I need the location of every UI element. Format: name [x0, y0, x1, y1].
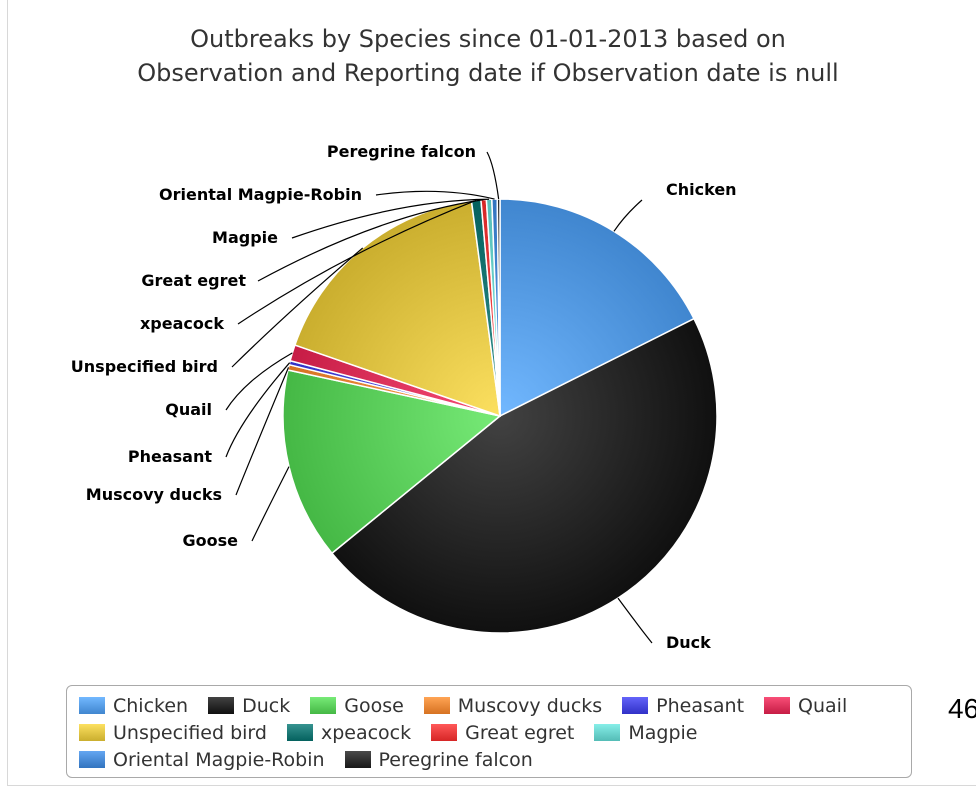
legend-swatch: [310, 697, 337, 714]
legend-item-muscovy-ducks[interactable]: Muscovy ducks: [423, 692, 603, 719]
legend-label: Unspecified bird: [113, 721, 267, 744]
legend-swatch: [286, 724, 313, 741]
legend-label: Pheasant: [656, 694, 745, 717]
legend-label: Chicken: [113, 694, 189, 717]
legend-item-duck[interactable]: Duck: [208, 692, 290, 719]
connector-unspecified-bird: [231, 247, 364, 368]
connector-great-egret: [257, 199, 484, 282]
connector-pheasant: [225, 362, 291, 458]
legend-swatch: [344, 751, 371, 768]
connector-goose: [251, 466, 290, 542]
legend-swatch: [208, 697, 235, 714]
connector-xpeacock: [237, 199, 477, 325]
slice-label-peregrine-falcon: Peregrine falcon: [327, 142, 476, 161]
chart-title-line-1: Outbreaks by Species since 01-01-2013 ba…: [190, 25, 786, 53]
legend-item-pheasant[interactable]: Pheasant: [622, 692, 744, 719]
legend-item-xpeacock[interactable]: xpeacock: [286, 719, 412, 746]
legend-label: Great egret: [465, 721, 575, 744]
legend-swatch: [79, 724, 105, 741]
slice-label-chicken: Chicken: [666, 180, 737, 199]
legend-swatch: [79, 751, 105, 768]
connector-duck: [617, 597, 653, 644]
legend-swatch: [622, 697, 649, 714]
chart-legend: Chicken Duck Goose Muscovy ducks Pheasant Qua…: [66, 685, 912, 778]
chart-title-line-2: Observation and Reporting date if Observ…: [137, 59, 839, 87]
legend-swatch: [431, 724, 458, 741]
legend-label: xpeacock: [320, 721, 412, 744]
legend-item-great-egret[interactable]: Great egret: [431, 719, 574, 746]
legend-label: Quail: [798, 694, 848, 717]
connector-quail: [225, 352, 293, 411]
connector-magpie: [291, 198, 490, 239]
slice-label-magpie: Magpie: [212, 228, 278, 247]
legend-label: Peregrine falcon: [378, 748, 533, 771]
connector-chicken: [613, 199, 643, 232]
legend-item-goose[interactable]: Goose: [310, 692, 404, 719]
legend-label: Goose: [344, 694, 404, 717]
legend-item-magpie[interactable]: Magpie: [594, 719, 698, 746]
legend-item-peregrine-falcon[interactable]: Peregrine falcon: [344, 746, 533, 773]
legend-item-chicken[interactable]: Chicken: [79, 692, 188, 719]
pie-slice-goose[interactable]: [282, 369, 502, 555]
legend-item-oriental-magpie-robin[interactable]: Oriental Magpie-Robin: [79, 746, 325, 773]
connector-muscovy-ducks: [235, 367, 290, 496]
connector-peregrine-falcon: [486, 151, 500, 200]
page-number: 46: [948, 693, 976, 724]
legend-item-unspecified-bird[interactable]: Unspecified bird: [79, 719, 267, 746]
slice-label-duck: Duck: [666, 633, 711, 652]
chart-title: Outbreaks by Species since 01-01-2013 ba…: [0, 22, 976, 90]
legend-label: Duck: [242, 694, 291, 717]
legend-swatch: [594, 724, 621, 741]
legend-item-quail[interactable]: Quail: [764, 692, 847, 719]
pie-slice-unspecified-bird[interactable]: [293, 200, 501, 418]
slice-label-great-egret: Great egret: [141, 271, 246, 290]
legend-label: Oriental Magpie-Robin: [113, 748, 325, 771]
connector-oriental-magpie-robin: [375, 190, 495, 200]
slice-label-pheasant: Pheasant: [128, 447, 212, 466]
legend-swatch: [79, 697, 105, 714]
legend-swatch: [423, 697, 450, 714]
legend-label: Muscovy ducks: [457, 694, 603, 717]
slice-label-muscovy-ducks: Muscovy ducks: [86, 485, 222, 504]
legend-label: Magpie: [628, 721, 698, 744]
slice-label-unspecified-bird: Unspecified bird: [71, 357, 218, 376]
slice-label-goose: Goose: [183, 531, 239, 550]
slice-label-xpeacock: xpeacock: [140, 314, 224, 333]
slice-label-quail: Quail: [165, 400, 212, 419]
legend-swatch: [764, 697, 791, 714]
slice-label-oriental-magpie-robin: Oriental Magpie-Robin: [159, 185, 362, 204]
